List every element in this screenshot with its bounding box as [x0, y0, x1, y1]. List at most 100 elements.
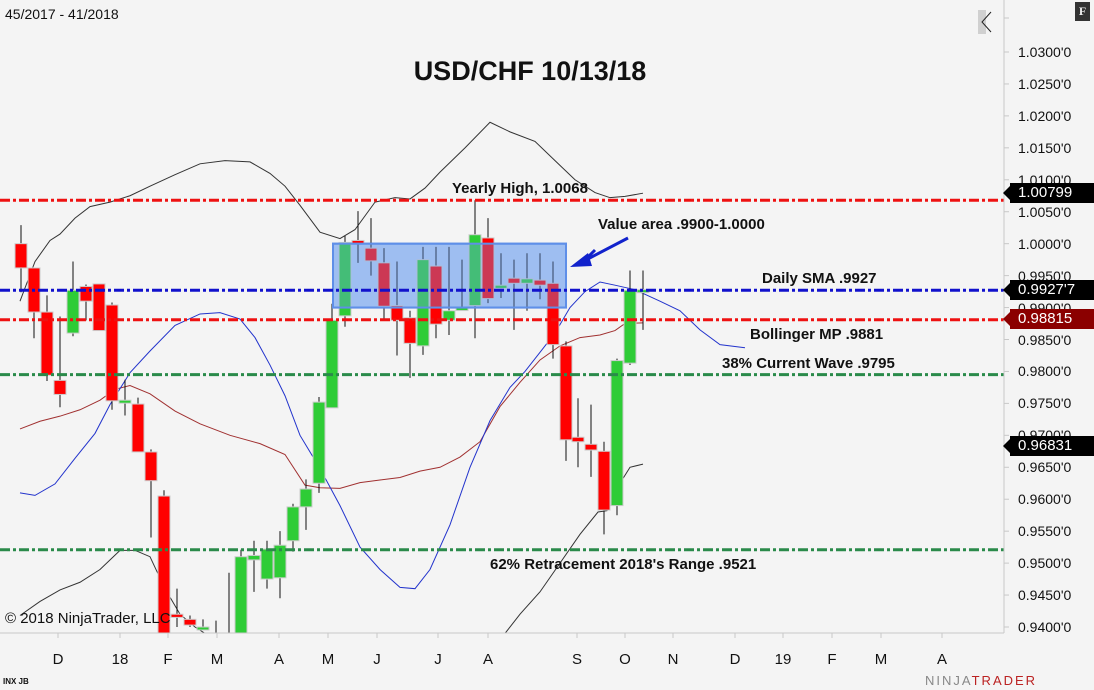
candle-body: [468, 234, 482, 307]
price-tag: 0.9927'7: [1003, 279, 1094, 300]
candle-body: [481, 237, 495, 300]
candle-body: [157, 495, 171, 633]
price-tag: 0.96831: [1003, 436, 1094, 457]
x-tick-label: F: [827, 651, 837, 668]
candle-body: [105, 304, 119, 402]
retracement-62-label: 62% Retracement 2018's Range .9521: [490, 555, 757, 573]
candle-body: [533, 279, 547, 286]
collapse-panel-button[interactable]: [978, 10, 992, 34]
candle-body: [416, 259, 430, 347]
ninjatrader-logo: NINJATRADER: [925, 673, 1037, 688]
y-tick-label: 1.0250'0: [1018, 75, 1072, 92]
candle-body: [429, 265, 443, 325]
arrow-line: [581, 236, 629, 264]
candle-body: [442, 310, 456, 321]
y-tick-label: 0.9500'0: [1018, 555, 1072, 572]
candle-body: [390, 305, 404, 321]
candle-body: [364, 247, 378, 262]
candle-body: [247, 554, 261, 561]
y-tick-label: 1.0200'0: [1018, 107, 1072, 124]
candle-body: [118, 399, 132, 404]
candle-body: [53, 379, 67, 395]
x-tick-label: 18: [111, 651, 129, 668]
x-tick-label: D: [52, 651, 64, 668]
candle-body: [273, 544, 287, 579]
y-tick-label: 1.0150'0: [1018, 139, 1072, 156]
arrow-head-icon: [570, 253, 592, 267]
x-tick-label: J: [434, 651, 442, 668]
candle-body: [234, 556, 248, 633]
bollinger-upper-line: [19, 121, 644, 302]
tiny-logo: INX JB: [3, 677, 29, 686]
candle-body: [312, 401, 326, 484]
candle-body: [286, 506, 300, 542]
y-tick-label: 0.9400'0: [1018, 619, 1072, 635]
x-tick-label: N: [667, 651, 679, 668]
x-tick-label: A: [482, 651, 494, 668]
candle-body: [325, 319, 339, 409]
y-tick-label: 0.9950'0: [1018, 267, 1072, 284]
candle-body: [571, 436, 585, 443]
yearly-high-label: Yearly High, 1.0068: [452, 180, 588, 198]
y-tick-label: 0.9450'0: [1018, 587, 1072, 604]
x-tick-label: A: [273, 651, 285, 668]
candle-body: [170, 613, 184, 618]
y-tick-label: 1.0050'0: [1018, 203, 1072, 220]
candle-body: [546, 282, 560, 346]
price-tag: 1.00799: [1003, 182, 1094, 203]
candle-body: [559, 345, 573, 441]
chevron-left-icon: [981, 11, 992, 33]
candle-body: [79, 285, 93, 302]
candle-body: [597, 450, 611, 511]
bollinger-mp-label: Bollinger MP .9881: [750, 325, 884, 343]
x-tick-label: D: [729, 651, 741, 668]
candle-body: [14, 243, 28, 269]
y-tick-label: 0.9550'0: [1018, 523, 1072, 540]
candle-body: [40, 311, 54, 376]
brand-suffix: TRADER: [971, 673, 1038, 688]
value-area-label: Value area .9900-1.0000: [598, 216, 765, 233]
copyright-text: © 2018 NinjaTrader, LLC: [5, 610, 171, 627]
candle-body: [338, 241, 352, 317]
candle-body: [299, 488, 313, 508]
x-tick-label: O: [619, 651, 631, 668]
x-tick-label: M: [321, 651, 335, 668]
candle-body: [196, 626, 210, 631]
candle-body: [403, 317, 417, 344]
current-wave-38-label: 38% Current Wave .9795: [722, 354, 895, 372]
candle-body: [210, 640, 222, 643]
chart-title: USD/CHF 10/13/18: [413, 56, 647, 86]
x-tick-label: F: [163, 651, 173, 668]
y-tick-label: 1.0300'0: [1018, 44, 1072, 60]
date-range: 45/2017 - 41/2018: [5, 6, 119, 22]
candle-body: [584, 443, 598, 451]
y-tick-label: 1.0000'0: [1018, 235, 1072, 252]
candle-body: [260, 548, 274, 580]
f-button[interactable]: F: [1075, 2, 1090, 21]
candle-body: [144, 451, 158, 482]
x-tick-label: M: [874, 651, 888, 668]
candle-body: [223, 640, 235, 643]
x-tick-label: 19: [774, 651, 792, 668]
candle-body: [507, 277, 521, 284]
candle-body: [494, 284, 508, 289]
y-tick-label: 0.9800'0: [1018, 363, 1072, 380]
x-tick-label: S: [571, 651, 583, 668]
candle-body: [610, 360, 624, 507]
y-tick-label: 0.9750'0: [1018, 395, 1072, 412]
x-tick-label: J: [373, 651, 381, 668]
brand-prefix: NINJA: [925, 673, 972, 688]
bollinger-lower-line: [19, 463, 644, 633]
value-area-overlay: [332, 242, 567, 309]
x-tick-label: A: [936, 651, 948, 668]
y-tick-label: 0.9650'0: [1018, 459, 1072, 476]
price-tag: 0.98815: [1003, 309, 1094, 330]
y-tick-label: 0.9850'0: [1018, 331, 1072, 348]
x-tick-label: M: [210, 651, 224, 668]
candle-body: [520, 278, 534, 284]
candle-body: [131, 403, 145, 453]
y-tick-label: 0.9600'0: [1018, 491, 1072, 508]
moving-average-line: [19, 281, 746, 590]
candle-body: [66, 289, 80, 334]
